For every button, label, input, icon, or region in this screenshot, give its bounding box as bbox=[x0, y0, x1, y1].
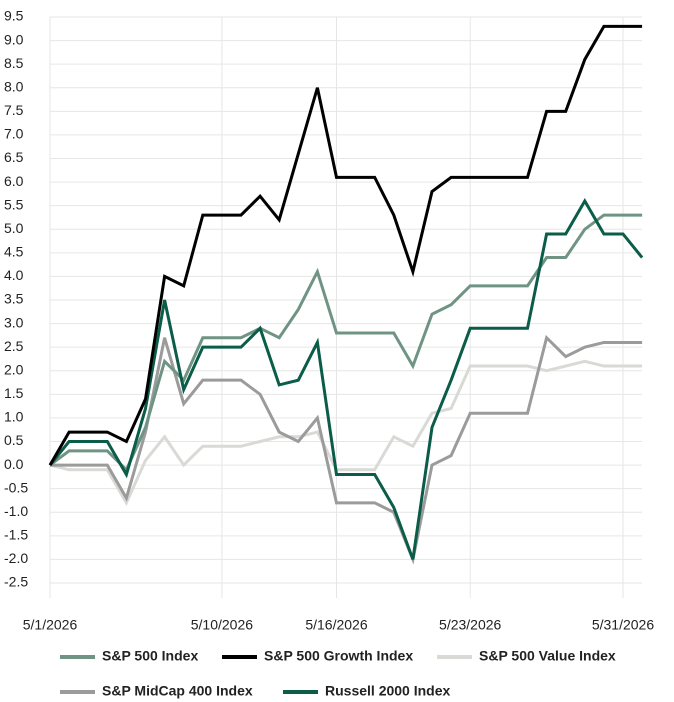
legend-label: S&P 500 Value Index bbox=[479, 648, 616, 664]
legend-label: S&P 500 Growth Index bbox=[264, 648, 413, 664]
y-tick-label: 1.5 bbox=[4, 385, 24, 401]
y-tick-label: -1.5 bbox=[4, 527, 28, 543]
y-tick-label: 1.0 bbox=[4, 409, 24, 425]
y-tick-label: 8.0 bbox=[4, 78, 24, 94]
y-tick-label: 5.0 bbox=[4, 220, 24, 236]
y-tick-label: 3.0 bbox=[4, 314, 24, 330]
legend-label: S&P MidCap 400 Index bbox=[102, 683, 253, 699]
x-tick-label: 5/31/2026 bbox=[592, 617, 654, 633]
series-line bbox=[49, 359, 643, 507]
y-tick-label: 3.5 bbox=[4, 291, 24, 307]
y-tick-label: -1.0 bbox=[4, 503, 28, 519]
y-tick-label: 7.5 bbox=[4, 102, 24, 118]
y-tick-label: 0.0 bbox=[4, 456, 24, 472]
x-tick-label: 5/10/2026 bbox=[191, 617, 253, 633]
y-tick-label: 9.0 bbox=[4, 31, 24, 47]
y-tick-label: -2.5 bbox=[4, 574, 28, 590]
y-tick-label: -2.0 bbox=[4, 550, 28, 566]
y-tick-label: -0.5 bbox=[4, 479, 28, 495]
series-line bbox=[48, 197, 644, 560]
y-tick-label: 2.0 bbox=[4, 361, 24, 377]
y-tick-label: 9.5 bbox=[4, 8, 24, 24]
legend-label: S&P 500 Index bbox=[102, 648, 198, 664]
y-tick-label: 4.5 bbox=[4, 244, 24, 260]
x-tick-label: 5/16/2026 bbox=[305, 617, 367, 633]
x-tick-label: 5/1/2026 bbox=[23, 617, 78, 633]
y-tick-label: 4.0 bbox=[4, 267, 24, 283]
y-tick-label: 6.5 bbox=[4, 149, 24, 165]
x-tick-label: 5/23/2026 bbox=[439, 617, 501, 633]
y-tick-label: 8.5 bbox=[4, 55, 24, 71]
y-tick-label: 0.5 bbox=[4, 432, 24, 448]
y-tick-label: 2.5 bbox=[4, 338, 24, 354]
series-line bbox=[48, 24, 643, 466]
series-line bbox=[49, 213, 643, 473]
legend-label: Russell 2000 Index bbox=[325, 683, 451, 699]
y-tick-label: 6.0 bbox=[4, 173, 24, 189]
y-tick-label: 5.5 bbox=[4, 196, 24, 212]
y-tick-label: 7.0 bbox=[4, 126, 24, 142]
